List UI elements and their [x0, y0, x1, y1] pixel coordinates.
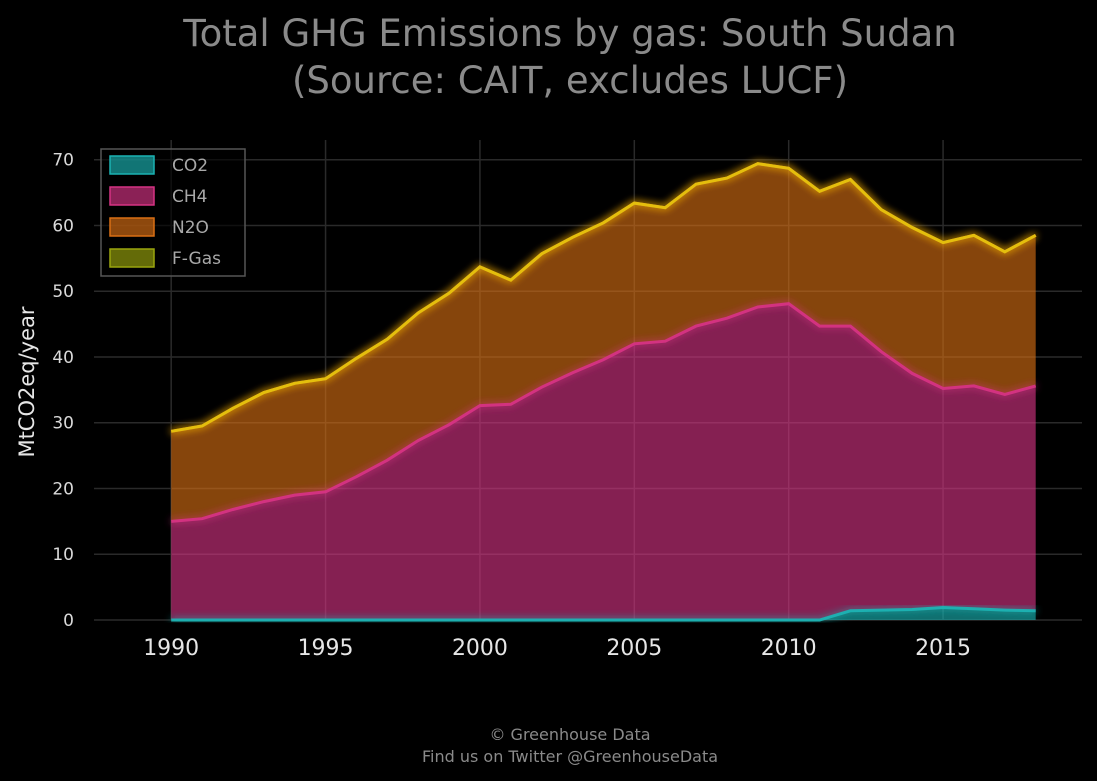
x-axis-ticks: 1990 1995 2000 2005 2010 2015	[143, 636, 971, 661]
area-ch4	[171, 303, 1036, 620]
legend-swatch	[109, 155, 155, 175]
chart-title: Total GHG Emissions by gas: South Sudan	[182, 12, 956, 55]
y-tick-label: 50	[52, 282, 74, 302]
x-tick-label: 2010	[761, 636, 817, 661]
y-tick-label: 30	[52, 414, 74, 434]
y-tick-label: 20	[52, 479, 74, 499]
line-co2	[171, 605, 1036, 622]
y-axis-ticks: 0 10 20 30 40 50 60 70	[52, 151, 74, 631]
y-tick-label: 60	[52, 216, 74, 236]
x-tick-label: 2005	[606, 636, 662, 661]
x-tick-label: 1995	[298, 636, 354, 661]
legend: CO2 CH4 N2O F-Gas	[100, 148, 246, 277]
y-tick-label: 0	[63, 611, 74, 631]
chart-subtitle: (Source: CAIT, excludes LUCF)	[292, 59, 848, 102]
legend-label: F-Gas	[172, 249, 221, 269]
x-tick-label: 2015	[915, 636, 971, 661]
legend-label: N2O	[172, 218, 209, 238]
legend-label: CO2	[172, 156, 208, 176]
y-axis-label: MtCO2eq/year	[15, 306, 39, 457]
area-series	[171, 163, 1036, 620]
y-tick-label: 70	[52, 151, 74, 171]
footer-copyright: © Greenhouse Data	[489, 725, 650, 744]
line-f-gas	[170, 162, 1037, 433]
area-n2o	[171, 163, 1036, 522]
x-tick-label: 2000	[452, 636, 508, 661]
y-tick-label: 40	[52, 348, 74, 368]
y-tick-label: 10	[52, 545, 74, 565]
x-tick-label: 1990	[143, 636, 199, 661]
legend-label: CH4	[172, 187, 207, 207]
series-lines	[170, 162, 1037, 622]
footer-twitter: Find us on Twitter @GreenhouseData	[422, 747, 718, 766]
legend-swatch	[109, 248, 155, 268]
legend-swatch	[109, 186, 155, 206]
line-ch4	[171, 302, 1037, 523]
legend-swatch	[109, 217, 155, 237]
